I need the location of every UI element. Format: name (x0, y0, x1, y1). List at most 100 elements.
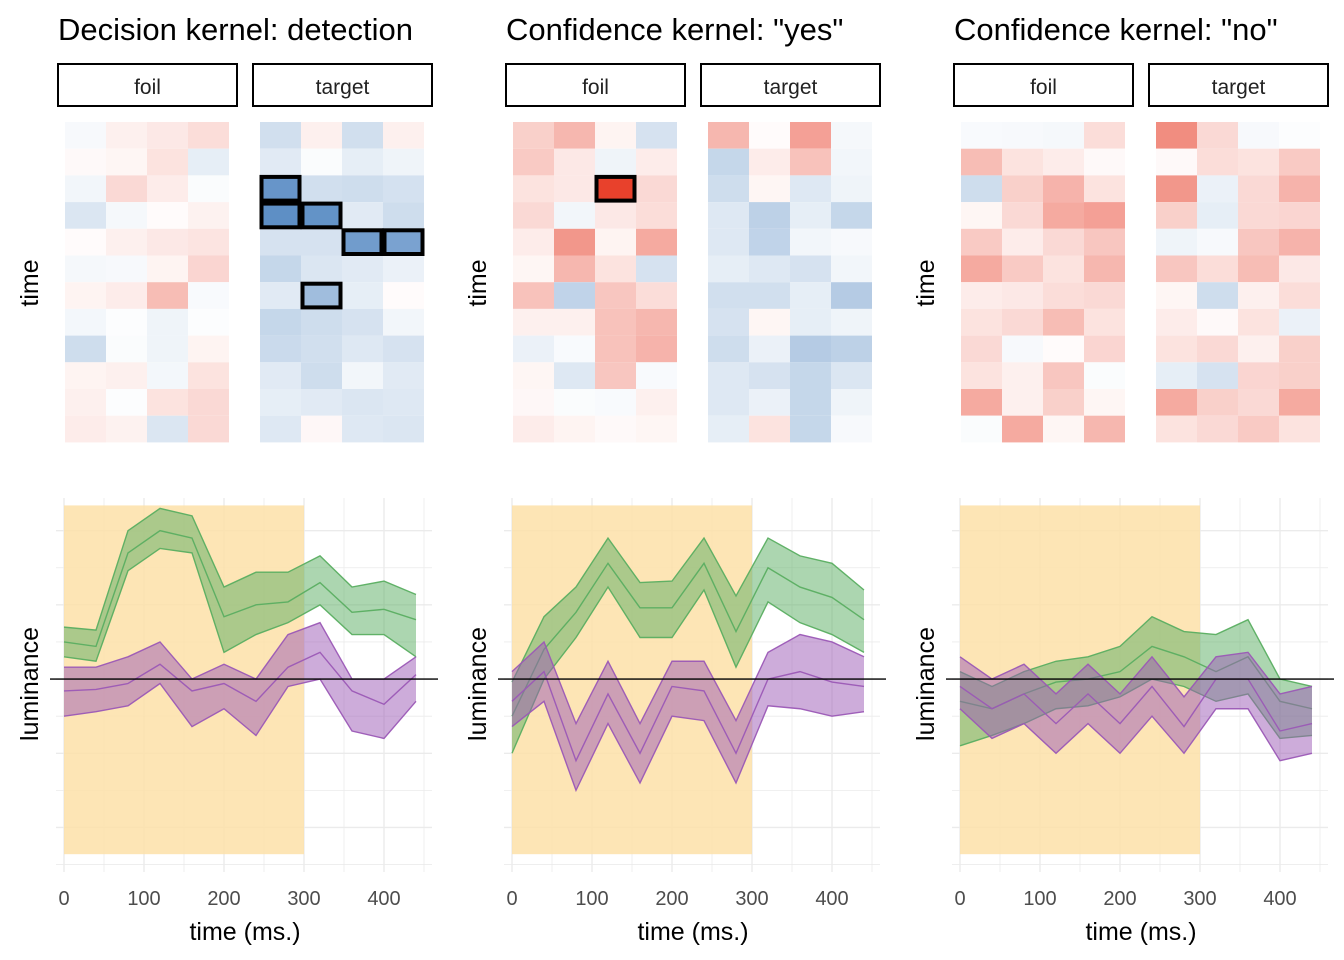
heatmap-cell (1084, 389, 1125, 416)
heatmap-cell (260, 148, 301, 176)
panel-confidence-yes: Confidence kernel: "yes" foil target tim… (464, 12, 886, 946)
heatmap-cell (301, 335, 342, 363)
line-xlabel: time (ms.) (637, 918, 748, 946)
heatmap-cell (1238, 175, 1279, 203)
heatmap-cell (106, 255, 147, 283)
heatmap-cell (106, 362, 147, 389)
heatmap-cell (513, 362, 554, 389)
facet-strip-target (700, 63, 881, 107)
heatmap-cell (831, 122, 872, 149)
heatmap-cell (636, 228, 677, 256)
series-line-purple-upper (511, 633, 865, 726)
heatmap-target (1156, 122, 1320, 443)
heatmap-cell (1156, 335, 1197, 363)
heatmap-cell (260, 255, 301, 283)
heatmap-cell (1043, 175, 1084, 203)
heatmap-cell (1279, 389, 1320, 416)
heatmap-cell (961, 202, 1002, 229)
heatmap-cell (636, 308, 677, 336)
heatmap-cell (147, 122, 188, 149)
heatmap-cell (554, 175, 595, 203)
heatmap-cell (1002, 362, 1043, 389)
heatmap-cell (1238, 415, 1279, 443)
x-tick-label: 300 (1183, 888, 1216, 910)
heatmap-cell (595, 335, 636, 363)
x-tick-label: 400 (1263, 888, 1296, 910)
series-line-green-lower (511, 585, 865, 754)
heatmap-cell (554, 122, 595, 149)
heatmap-cell (961, 175, 1002, 203)
heatmap-cell (790, 175, 831, 203)
heatmap-cell (1197, 362, 1238, 389)
heatmap-cell (65, 335, 106, 363)
heatmap-cell (790, 282, 831, 309)
heatmap-cell (1238, 282, 1279, 309)
heatmap-cell (708, 282, 749, 309)
heatmap-cell (106, 175, 147, 203)
heatmap-foil (65, 122, 229, 443)
facet-strip-target (252, 63, 433, 107)
heatmap-cell (554, 335, 595, 363)
heatmap-cell (106, 202, 147, 229)
heatmap-cell (1279, 335, 1320, 363)
x-tick-label: 0 (58, 888, 69, 910)
heatmap-cell (1084, 175, 1125, 203)
heatmap-cell (1279, 362, 1320, 389)
heatmap-cell (65, 228, 106, 256)
heatmap-cell (636, 255, 677, 283)
series-line-purple-mean (63, 651, 417, 706)
heatmap-cell (595, 255, 636, 283)
heatmap-cell (188, 362, 229, 389)
facet-strip-foil (953, 63, 1134, 107)
heatmap-cell (1002, 415, 1043, 443)
series-line-purple-lower (959, 708, 1313, 762)
heatmap-cell (301, 389, 342, 416)
facet-label-target: target (316, 76, 370, 99)
heatmap-cell (790, 202, 831, 229)
heatmap-cell (708, 122, 749, 149)
heatmap-cell (147, 202, 188, 229)
heatmap-cell (790, 148, 831, 176)
heatmap-foil (961, 122, 1125, 443)
heatmap-cell (65, 415, 106, 443)
heatmap-cell (1156, 148, 1197, 176)
heatmap-cell (65, 362, 106, 389)
heatmap-cell (147, 282, 188, 309)
heatmap-cell (1002, 175, 1043, 203)
heatmap-cell (301, 255, 342, 283)
x-tick-label: 300 (287, 888, 320, 910)
heatmap-cell (188, 389, 229, 416)
heatmap-cell (831, 415, 872, 443)
heatmap-cell (595, 362, 636, 389)
heatmap-cell (1238, 202, 1279, 229)
heatmap-cell (554, 415, 595, 443)
heatmap-cell (554, 362, 595, 389)
heatmap-cell (342, 148, 383, 176)
line-xlabel: time (ms.) (1085, 918, 1196, 946)
heatmap-cell (106, 308, 147, 336)
heatmap-cell (260, 415, 301, 443)
heatmap-cell (1043, 282, 1084, 309)
heatmap-cell (1197, 282, 1238, 309)
heatmap-cell (595, 202, 636, 229)
heatmap-cell (749, 202, 790, 229)
x-tick-label: 200 (655, 888, 688, 910)
heatmap-cell (749, 362, 790, 389)
heatmap-cell (1238, 148, 1279, 176)
heatmap-cell (749, 389, 790, 416)
heatmap-cell (342, 308, 383, 336)
heatmap-cell (1238, 228, 1279, 256)
panel-decision: Decision kernel: detection foil target t… (16, 12, 438, 946)
heatmap-cell (1156, 228, 1197, 256)
heatmap-cell (65, 202, 106, 229)
heatmap-cell (708, 255, 749, 283)
heatmap-cell (636, 122, 677, 149)
heatmap-cell (790, 335, 831, 363)
heatmap-cell (1043, 228, 1084, 256)
heatmap-cell (188, 202, 229, 229)
heatmap-cell (260, 308, 301, 336)
heatmap-cell (1043, 255, 1084, 283)
heatmap-cell (749, 175, 790, 203)
heatmap-cell (554, 148, 595, 176)
